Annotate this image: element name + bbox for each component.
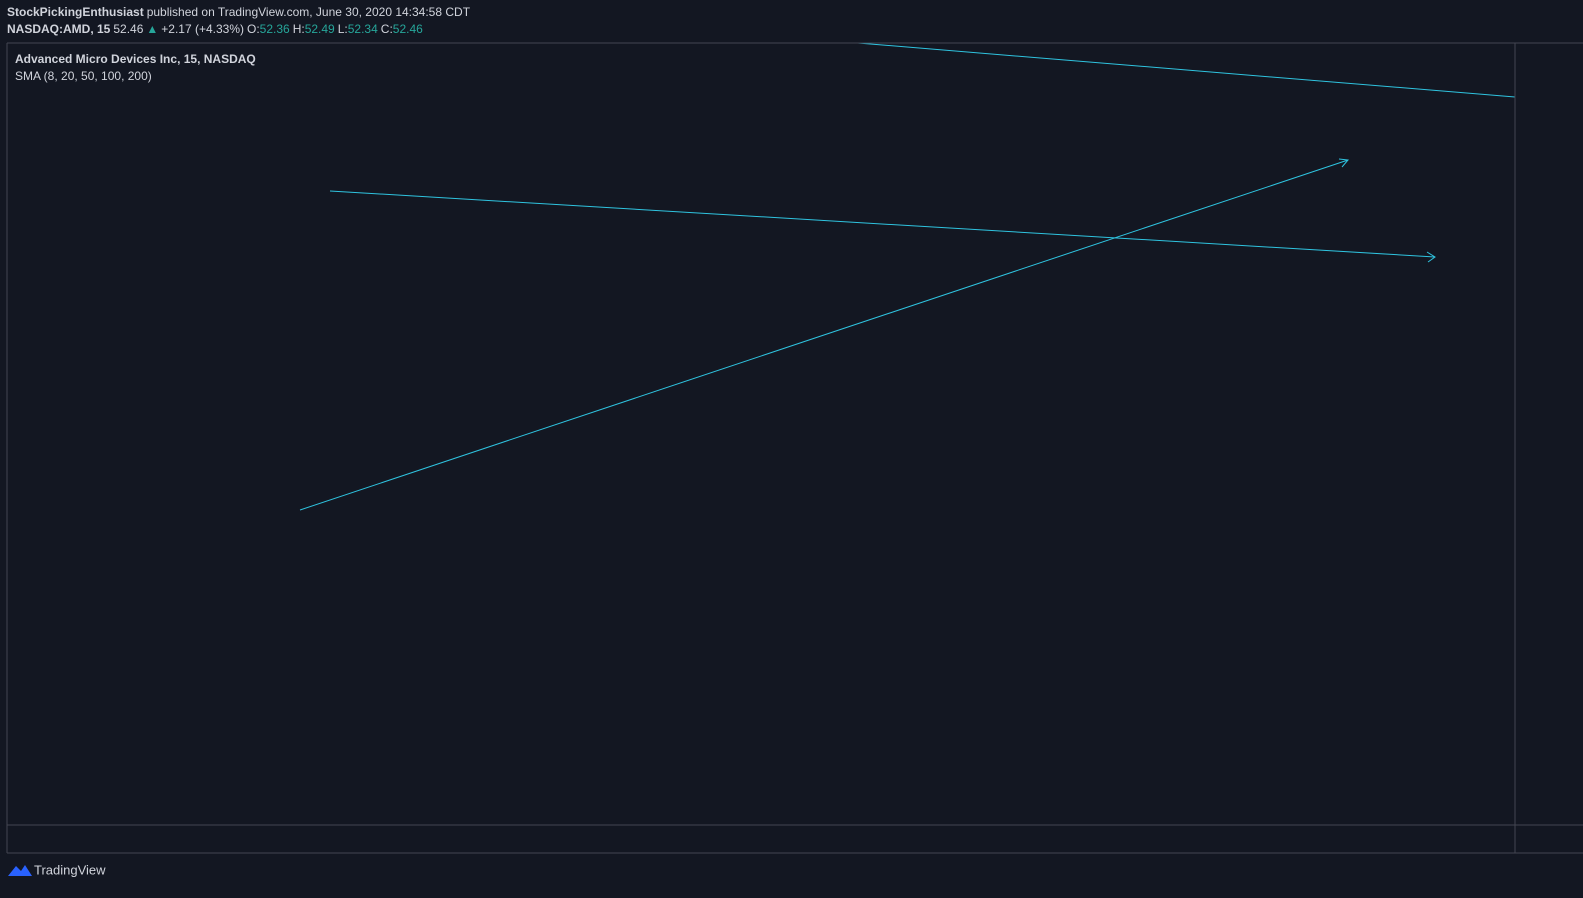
header-line: StockPickingEnthusiast published on Tradi… xyxy=(7,5,473,19)
brand: TradingView xyxy=(34,862,106,877)
trend-line xyxy=(329,190,1436,258)
ohlc-label: O: xyxy=(247,22,260,36)
published: published on TradingView.com, June 30, 2… xyxy=(146,5,471,19)
chart-title: Advanced Micro Devices Inc, 15, NASDAQ xyxy=(15,52,256,66)
direction: ▲ xyxy=(146,22,159,36)
logo xyxy=(8,865,32,876)
ohlc-value: 52.34 xyxy=(347,22,378,36)
change: +2.17 (+4.33%) xyxy=(161,22,244,36)
ohlc-value: 52.46 xyxy=(392,22,423,36)
ohlc-value: 52.36 xyxy=(259,22,290,36)
indicator-legend: SMA (8, 20, 50, 100, 200) xyxy=(15,69,152,83)
author: StockPickingEnthusiast xyxy=(7,5,144,19)
ohlc-value: 52.49 xyxy=(304,22,335,36)
ohlc-label: C: xyxy=(380,22,393,36)
ohlc-label: L: xyxy=(337,22,348,36)
symbol: NASDAQ:AMD, 15 xyxy=(7,22,111,36)
arrow-head xyxy=(1426,251,1436,263)
trend-line xyxy=(299,159,1349,511)
ohlc-label: H: xyxy=(292,22,305,36)
header-line: NASDAQ:AMD, 15 52.46 ▲ +2.17 (+4.33%) O:52.3… xyxy=(7,22,426,36)
arrow-head xyxy=(1338,158,1349,168)
trend-line xyxy=(857,42,1516,98)
last-price: 52.46 xyxy=(113,22,144,36)
